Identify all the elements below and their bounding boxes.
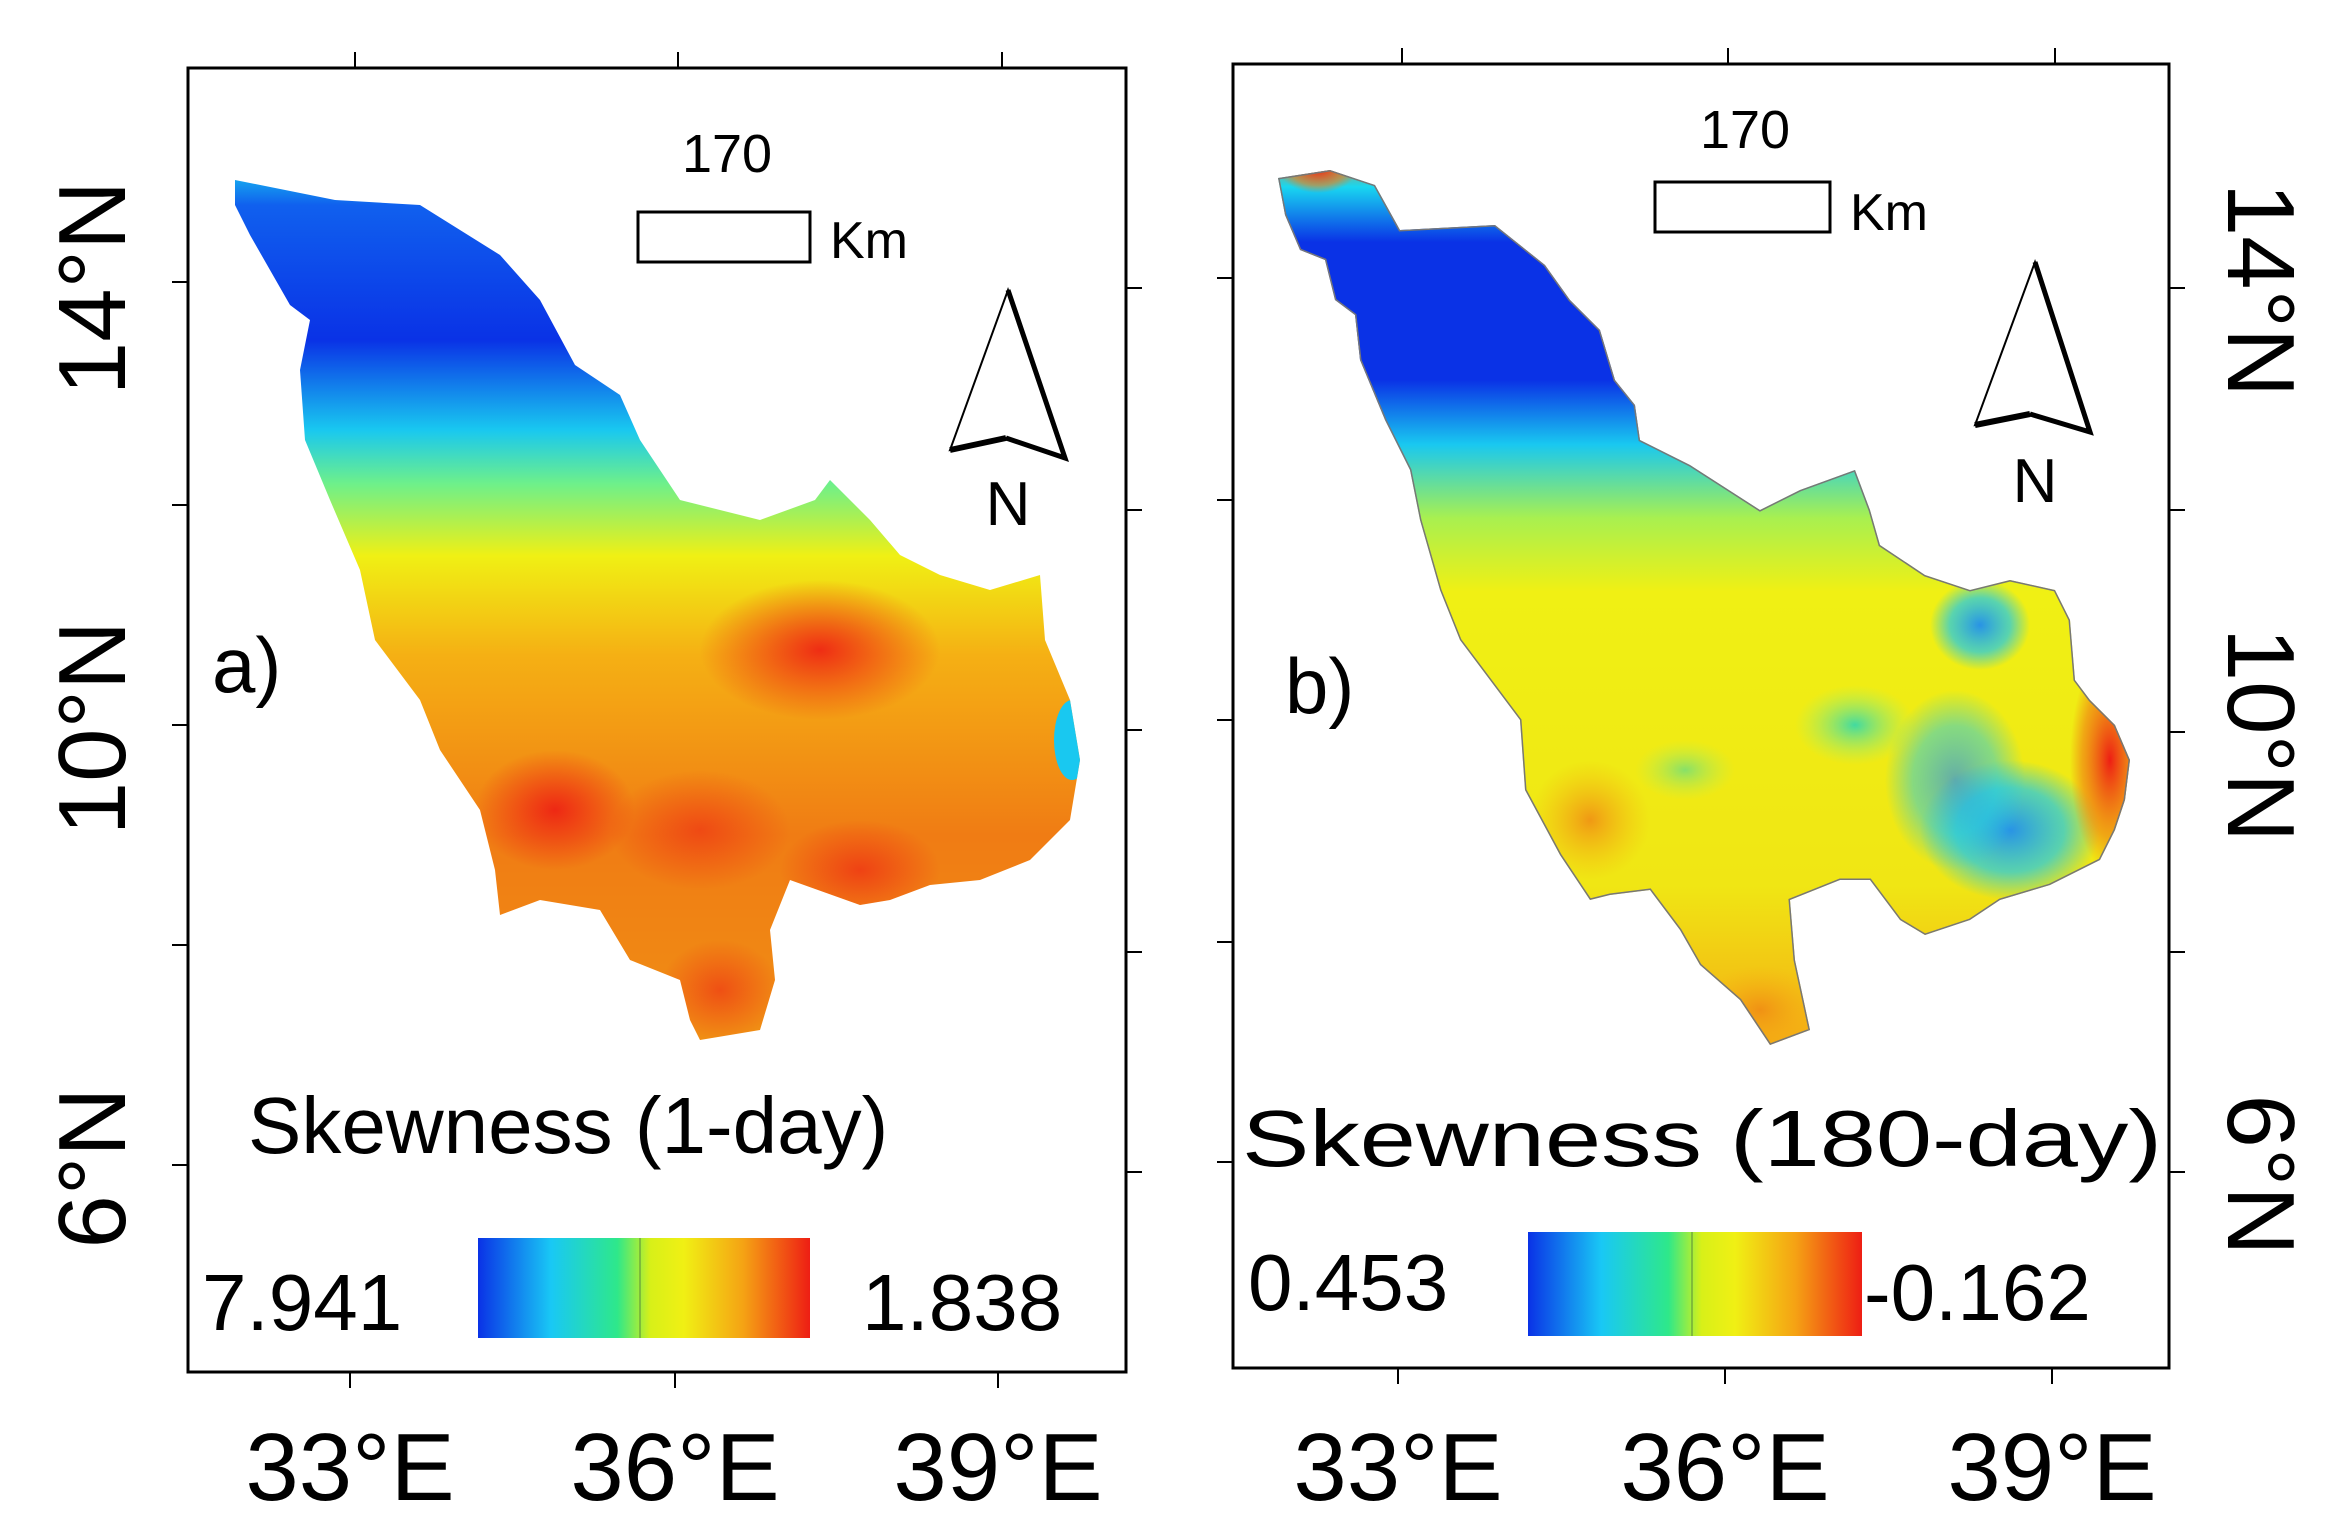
panel-b-legend-low: -0.162 <box>1864 1248 2091 1337</box>
y-label-10n-left: 10°N <box>39 621 146 836</box>
y-label-10n-right: 10°N <box>2207 628 2314 843</box>
panel-a-north-arrow-icon: N <box>948 286 1069 539</box>
panel-b-scale-bar: 170 Km <box>1653 100 1928 242</box>
panel-b-north-arrow-icon: N <box>1973 258 2094 516</box>
panel-b-frame <box>1231 62 2171 1370</box>
x-label-39e-b: 39°E <box>1947 1414 2156 1521</box>
panel-a-colorbar <box>478 1238 810 1338</box>
panel-b-scale-unit: Km <box>1850 184 1928 242</box>
panel-a-label: a) <box>212 621 281 709</box>
panel-a-legend: 7.941 1.838 <box>202 1238 1062 1347</box>
panel-a-basin-map <box>235 180 1080 1040</box>
panel-a-frame <box>186 66 1128 1374</box>
panel-b-title: Skewness (180-day) <box>1242 1094 2162 1183</box>
panel-a-scale-value: 170 <box>682 124 772 184</box>
y-label-6n-right: 6°N <box>2207 1094 2314 1255</box>
panel-a-title: Skewness (1-day) <box>248 1081 888 1170</box>
panel-a: 170 Km N a) Skewness (1-day) 7.941 1.838 <box>172 52 1142 1388</box>
panel-b-legend: 0.453 -0.162 <box>1248 1232 2091 1337</box>
panel-a-legend-low: 1.838 <box>862 1258 1062 1347</box>
panel-b-colorbar <box>1528 1232 1862 1336</box>
panel-a-ticks <box>172 52 1142 1388</box>
y-label-14n-right: 14°N <box>2207 183 2314 398</box>
x-label-33e-b: 33°E <box>1293 1414 1502 1521</box>
x-label-36e-b: 36°E <box>1620 1414 1829 1521</box>
panel-b-scale-value: 170 <box>1700 100 1790 160</box>
y-label-6n-left: 6°N <box>39 1087 146 1248</box>
x-label-33e-a: 33°E <box>245 1414 454 1521</box>
panel-b: 170 Km N b) Skewness (180-day) 0.453 -0.… <box>1217 48 2185 1384</box>
panel-b-basin-map <box>1278 170 2130 1045</box>
panel-b-label: b) <box>1285 642 1354 730</box>
panel-b-legend-high: 0.453 <box>1248 1238 1448 1327</box>
panel-a-legend-high: 7.941 <box>202 1258 402 1347</box>
panel-b-north-label: N <box>2013 447 2058 516</box>
panel-a-scale-unit: Km <box>830 212 908 270</box>
x-label-36e-a: 36°E <box>570 1414 779 1521</box>
panel-b-scale-box <box>1653 180 1832 234</box>
panel-a-scale-box <box>636 210 812 264</box>
y-label-14n-left: 14°N <box>39 181 146 396</box>
panel-a-scale-bar: 170 Km <box>636 124 908 270</box>
x-label-39e-a: 39°E <box>893 1414 1102 1521</box>
panel-a-north-label: N <box>986 470 1031 539</box>
panel-b-ticks <box>1217 48 2185 1384</box>
